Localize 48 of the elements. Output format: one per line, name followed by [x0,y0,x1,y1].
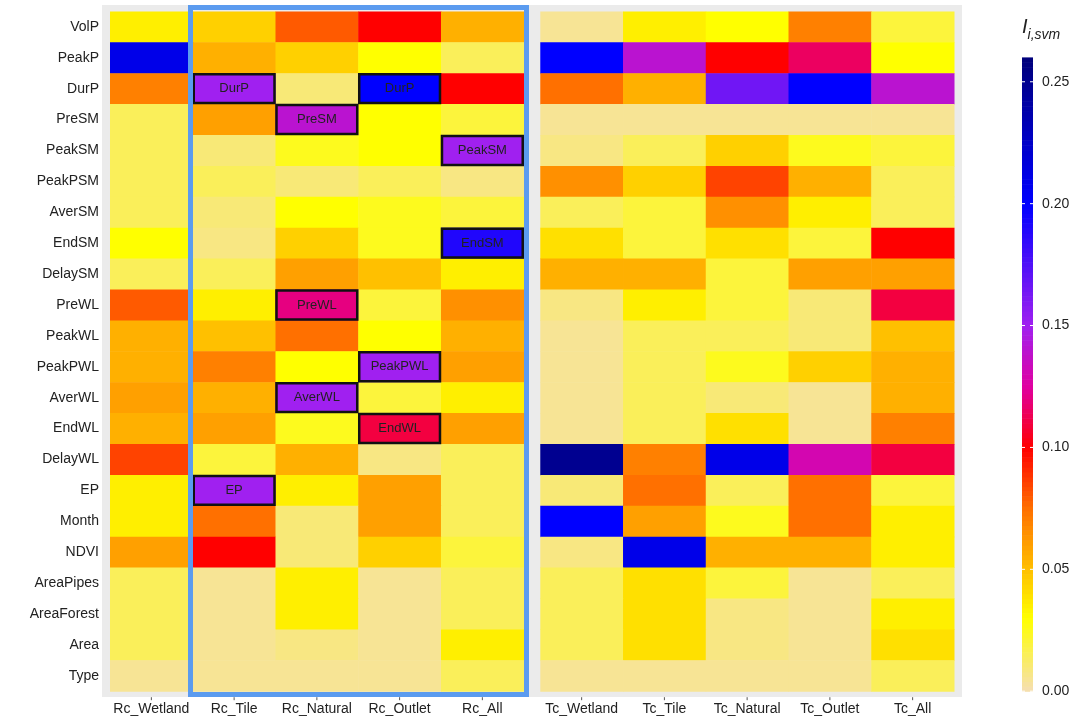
data-label: AverWL [293,389,340,405]
color-bar-label: 0.20 [1042,194,1070,211]
x-tick-label: Tc_All [893,700,932,717]
data-label: DurP [384,80,415,96]
color-bar-label: 0.10 [1042,438,1070,455]
y-tick-label: AverSM [49,203,99,220]
color-bar-label: 0.25 [1042,72,1070,89]
data-label: EP [225,481,243,497]
y-tick-label: PeakPSM [36,172,99,189]
y-tick-label: PeakP [57,48,99,65]
data-label: EndWL [378,420,421,436]
y-tick-label: NDVI [65,543,99,560]
data-label: DurP [219,80,249,96]
y-tick-label: PreWL [56,295,100,312]
color-bar-label: 0.00 [1042,682,1070,699]
y-tick-label: VolP [70,17,99,34]
x-tick-label: Rc_All [462,700,503,717]
y-tick-label: Type [68,666,100,683]
x-tick-label: Rc_Outlet [368,700,431,717]
color-bar-label: 0.15 [1042,316,1070,333]
x-tick-label: Tc_Natural [713,700,781,717]
y-tick-label: EndSM [53,234,99,251]
y-tick-label: DelayWL [42,450,100,467]
x-tick-label: Tc_Wetland [545,700,619,717]
data-label: PeakSM [457,142,507,158]
y-tick-label: Month [60,512,99,529]
y-tick-label: AverWL [49,388,100,405]
x-tick-label: Tc_Outlet [800,700,860,717]
data-label: PeakPWL [370,358,429,374]
y-tick-label: EndWL [53,419,100,436]
y-tick-label: PeakPWL [36,357,100,374]
y-tick-label: AreaPipes [34,573,99,590]
x-tick-label: Rc_Natural [281,700,352,717]
data-label: PreWL [297,296,337,312]
data-label: EndSM [461,234,504,250]
x-tick-label: Tc_Tile [642,700,687,717]
y-tick-label: DurP [67,79,99,96]
color-bar-label: 0.05 [1042,560,1070,577]
y-tick-label: AreaForest [29,604,100,621]
y-tick-label: PreSM [56,110,99,127]
data-label: PreSM [297,111,337,127]
y-tick-label: Area [69,635,100,652]
y-tick-label: EP [80,481,99,498]
x-tick-label: Rc_Tile [210,700,258,717]
y-tick-label: PeakWL [46,326,100,343]
y-tick-label: DelaySM [42,264,99,281]
x-tick-label: Rc_Wetland [113,700,190,717]
y-tick-label: PeakSM [46,141,99,158]
